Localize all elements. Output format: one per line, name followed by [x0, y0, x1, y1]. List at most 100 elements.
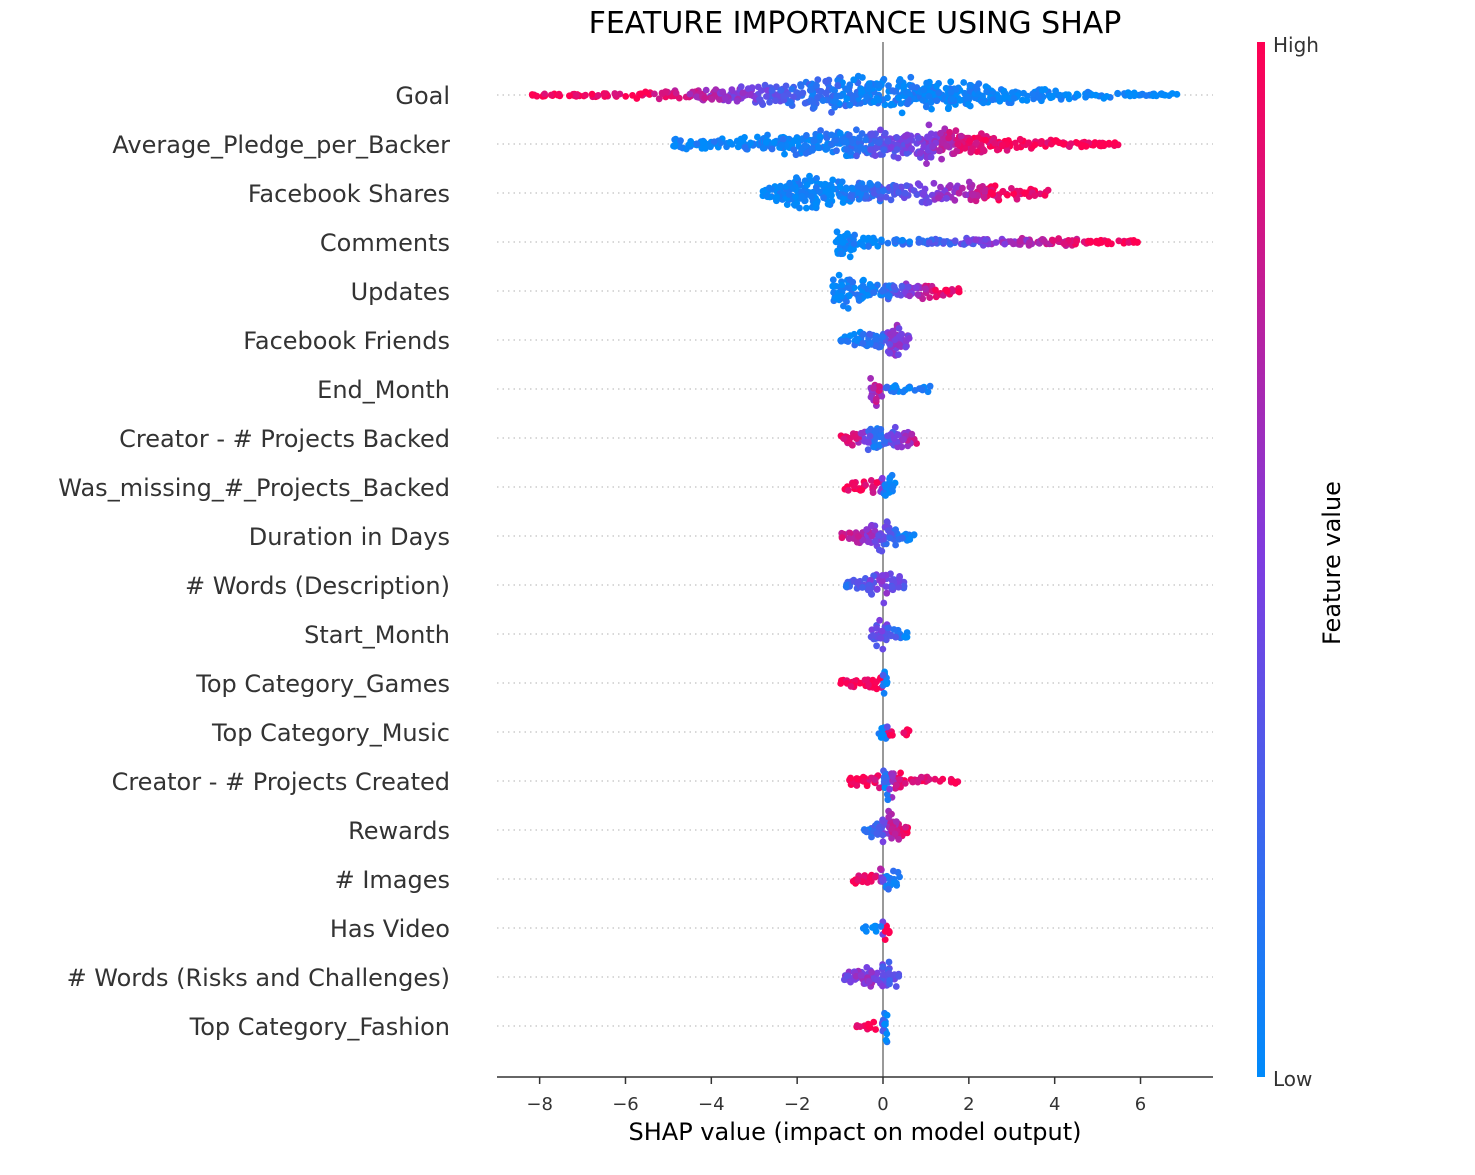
- shap-point: [879, 875, 887, 883]
- shap-point: [925, 121, 933, 129]
- shap-point: [768, 145, 776, 153]
- shap-point: [863, 782, 871, 790]
- shap-point: [862, 136, 869, 144]
- shap-point: [1019, 96, 1026, 104]
- colorbar: High Low Feature value: [1257, 33, 1346, 1091]
- shap-point: [907, 73, 915, 81]
- shap-point: [777, 182, 784, 190]
- shap-point: [951, 196, 959, 204]
- shap-point: [802, 149, 810, 157]
- shap-point: [888, 144, 895, 151]
- shap-point: [989, 96, 997, 104]
- shap-point: [857, 190, 864, 198]
- shap-point: [1074, 140, 1082, 147]
- shap-point: [855, 533, 862, 540]
- shap-point: [1020, 89, 1027, 97]
- shap-point: [707, 143, 714, 151]
- shap-point: [846, 332, 854, 340]
- shap-point: [858, 241, 866, 249]
- shap-point: [833, 92, 840, 100]
- shap-point: [866, 330, 873, 338]
- shap-point: [868, 283, 876, 290]
- shap-point: [853, 1022, 861, 1029]
- shap-point: [913, 191, 921, 199]
- colorbar-title: Feature value: [1318, 481, 1346, 645]
- x-tick-label: −6: [612, 1094, 639, 1115]
- shap-point: [995, 94, 1003, 101]
- shap-point: [925, 133, 932, 141]
- shap-point: [528, 91, 536, 98]
- shap-point: [879, 572, 886, 579]
- shap-point: [829, 276, 837, 284]
- shap-point: [892, 182, 900, 190]
- shap-point: [847, 683, 855, 690]
- x-tick-label: −4: [698, 1094, 725, 1115]
- shap-point: [824, 187, 832, 195]
- feature-label: Average_Pledge_per_Backer: [112, 131, 450, 159]
- shap-point: [815, 144, 822, 152]
- shap-point: [946, 182, 954, 189]
- colorbar-low-label: Low: [1273, 1067, 1312, 1091]
- shap-point: [866, 340, 874, 347]
- shap-point: [838, 281, 846, 289]
- shap-point: [879, 838, 887, 846]
- shap-point: [1097, 142, 1105, 150]
- shap-point: [953, 147, 961, 155]
- shap-point: [883, 589, 891, 597]
- shap-point: [898, 330, 905, 338]
- feature-label: Creator - # Projects Backed: [119, 425, 450, 453]
- shap-point: [865, 681, 872, 689]
- shap-point: [982, 83, 990, 90]
- shap-point: [1158, 91, 1166, 98]
- shap-point: [799, 89, 807, 97]
- shap-point: [904, 283, 912, 291]
- feature-label: Top Category_Fashion: [189, 1013, 450, 1041]
- shap-point: [955, 288, 963, 296]
- shap-point: [979, 92, 986, 100]
- shap-point: [763, 93, 770, 100]
- shap-point: [541, 90, 548, 98]
- shap-point: [886, 928, 893, 936]
- shap-point: [879, 817, 886, 825]
- shap-point: [850, 433, 858, 440]
- shap-point: [683, 145, 690, 153]
- shap-point: [872, 335, 880, 343]
- shap-point: [914, 291, 922, 298]
- feature-label: Top Category_Music: [211, 719, 450, 747]
- shap-point: [898, 282, 906, 290]
- shap-point: [924, 388, 932, 396]
- shap-point: [793, 199, 801, 207]
- feature-label: # Images: [335, 866, 450, 894]
- shap-point: [895, 94, 903, 102]
- shap-point: [875, 546, 883, 554]
- feature-points: [841, 471, 899, 499]
- shap-point: [728, 86, 736, 94]
- shap-point: [899, 534, 906, 542]
- shap-point: [837, 337, 845, 345]
- shap-point: [886, 534, 894, 542]
- shap-point: [863, 964, 871, 971]
- shap-point: [850, 76, 858, 84]
- feature-points: [859, 918, 893, 943]
- shap-point: [637, 90, 645, 98]
- shap-point: [850, 240, 858, 248]
- shap-point: [884, 94, 891, 102]
- shap-point: [789, 184, 797, 192]
- shap-point: [820, 194, 827, 202]
- shap-point: [754, 83, 762, 91]
- shap-point: [814, 93, 821, 101]
- shap-point: [925, 198, 933, 206]
- shap-point: [957, 132, 965, 140]
- shap-point: [896, 776, 903, 783]
- shap-point: [923, 160, 930, 168]
- shap-point: [1021, 190, 1029, 198]
- shap-point: [833, 228, 841, 236]
- shap-point: [969, 191, 977, 199]
- shap-point: [866, 432, 874, 440]
- shap-point: [946, 240, 954, 248]
- shap-point: [1036, 138, 1044, 146]
- shap-point: [899, 236, 906, 244]
- shap-point: [892, 983, 900, 990]
- shap-point: [785, 191, 793, 198]
- shap-point: [964, 101, 972, 108]
